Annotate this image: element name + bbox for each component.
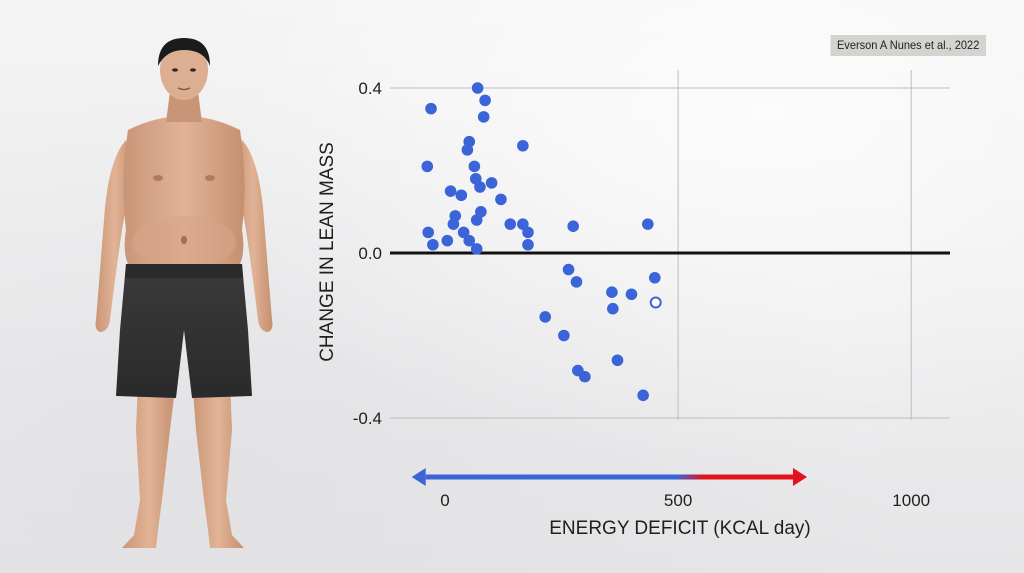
data-point-2 xyxy=(422,226,435,239)
human-figure xyxy=(95,38,273,548)
data-point-33 xyxy=(570,276,583,288)
data-point-36 xyxy=(606,286,618,298)
arrow-head-right xyxy=(792,468,807,486)
tick-labels: 0.4 0.0 -0.4 0 500 1000 xyxy=(353,79,930,510)
data-point-open-43 xyxy=(649,296,662,309)
data-point-24 xyxy=(504,218,517,230)
data-point-3 xyxy=(427,238,439,251)
data-point-5 xyxy=(444,185,457,197)
y-tick-label-0: 0.4 xyxy=(358,79,382,98)
data-points xyxy=(421,82,662,402)
y-tick-label-1: 0.0 xyxy=(358,244,382,263)
data-point-13 xyxy=(468,160,481,173)
data-point-17 xyxy=(470,243,483,255)
data-point-35 xyxy=(579,370,591,383)
data-point-32 xyxy=(567,220,580,232)
energy-deficit-arrow xyxy=(411,468,807,486)
data-point-18 xyxy=(474,181,486,193)
y-tick-label-2: -0.4 xyxy=(353,409,382,428)
x-tick-label-2: 1000 xyxy=(892,491,930,510)
data-point-4 xyxy=(441,234,454,247)
data-point-25 xyxy=(517,139,529,152)
data-point-22 xyxy=(485,177,498,189)
data-point-29 xyxy=(539,311,552,323)
y-axis-title: CHANGE IN LEAN MASS xyxy=(317,142,338,362)
data-point-39 xyxy=(625,288,638,301)
x-tick-label-1: 500 xyxy=(664,491,692,510)
data-point-30 xyxy=(558,329,570,342)
x-axis-title: ENERGY DEFICIT (KCAL day) xyxy=(549,518,811,539)
x-tick-label-0: 0 xyxy=(440,491,449,510)
data-point-16 xyxy=(471,82,484,94)
citation-label: Everson A Nunes et al., 2022 xyxy=(830,35,986,56)
data-point-37 xyxy=(607,302,619,315)
data-point-42 xyxy=(648,271,661,284)
data-point-38 xyxy=(611,354,624,367)
arrow-head-left xyxy=(411,468,426,486)
data-point-11 xyxy=(463,135,476,148)
data-point-21 xyxy=(479,94,491,107)
arrow-shaft xyxy=(425,474,793,480)
data-point-41 xyxy=(641,218,654,230)
data-point-19 xyxy=(475,205,487,218)
data-point-7 xyxy=(449,210,462,222)
data-point-12 xyxy=(463,234,476,247)
data-point-27 xyxy=(522,226,534,239)
data-point-28 xyxy=(522,238,534,251)
data-point-23 xyxy=(495,193,507,206)
data-point-1 xyxy=(425,102,437,115)
data-point-8 xyxy=(455,189,468,202)
data-point-40 xyxy=(637,389,649,402)
data-point-0 xyxy=(421,160,434,173)
data-point-20 xyxy=(477,111,490,123)
data-point-31 xyxy=(562,263,575,276)
data-point-9 xyxy=(457,226,470,239)
